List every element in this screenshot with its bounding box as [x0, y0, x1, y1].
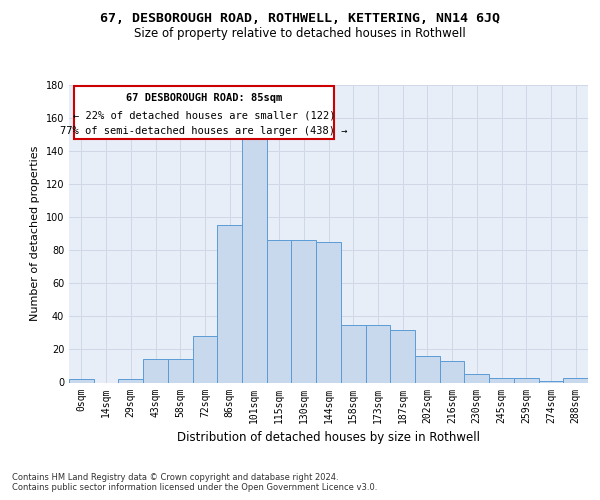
Bar [168, 360, 193, 382]
Bar [242, 138, 267, 382]
Bar [390, 330, 415, 382]
Bar [440, 361, 464, 382]
Y-axis label: Number of detached properties: Number of detached properties [30, 146, 40, 322]
Bar [563, 378, 588, 382]
Bar [143, 360, 168, 382]
FancyBboxPatch shape [74, 86, 334, 139]
Text: 77% of semi-detached houses are larger (438) →: 77% of semi-detached houses are larger (… [60, 126, 347, 136]
Text: ← 22% of detached houses are smaller (122): ← 22% of detached houses are smaller (12… [73, 110, 335, 120]
Bar [69, 379, 94, 382]
Text: Contains HM Land Registry data © Crown copyright and database right 2024.
Contai: Contains HM Land Registry data © Crown c… [12, 472, 377, 492]
Bar [193, 336, 217, 382]
Text: Size of property relative to detached houses in Rothwell: Size of property relative to detached ho… [134, 28, 466, 40]
X-axis label: Distribution of detached houses by size in Rothwell: Distribution of detached houses by size … [177, 431, 480, 444]
Bar [489, 378, 514, 382]
Text: 67 DESBOROUGH ROAD: 85sqm: 67 DESBOROUGH ROAD: 85sqm [126, 93, 282, 103]
Bar [464, 374, 489, 382]
Bar [341, 324, 365, 382]
Bar [292, 240, 316, 382]
Bar [365, 324, 390, 382]
Text: 67, DESBOROUGH ROAD, ROTHWELL, KETTERING, NN14 6JQ: 67, DESBOROUGH ROAD, ROTHWELL, KETTERING… [100, 12, 500, 26]
Bar [316, 242, 341, 382]
Bar [267, 240, 292, 382]
Bar [217, 226, 242, 382]
Bar [514, 378, 539, 382]
Bar [539, 381, 563, 382]
Bar [415, 356, 440, 382]
Bar [118, 379, 143, 382]
